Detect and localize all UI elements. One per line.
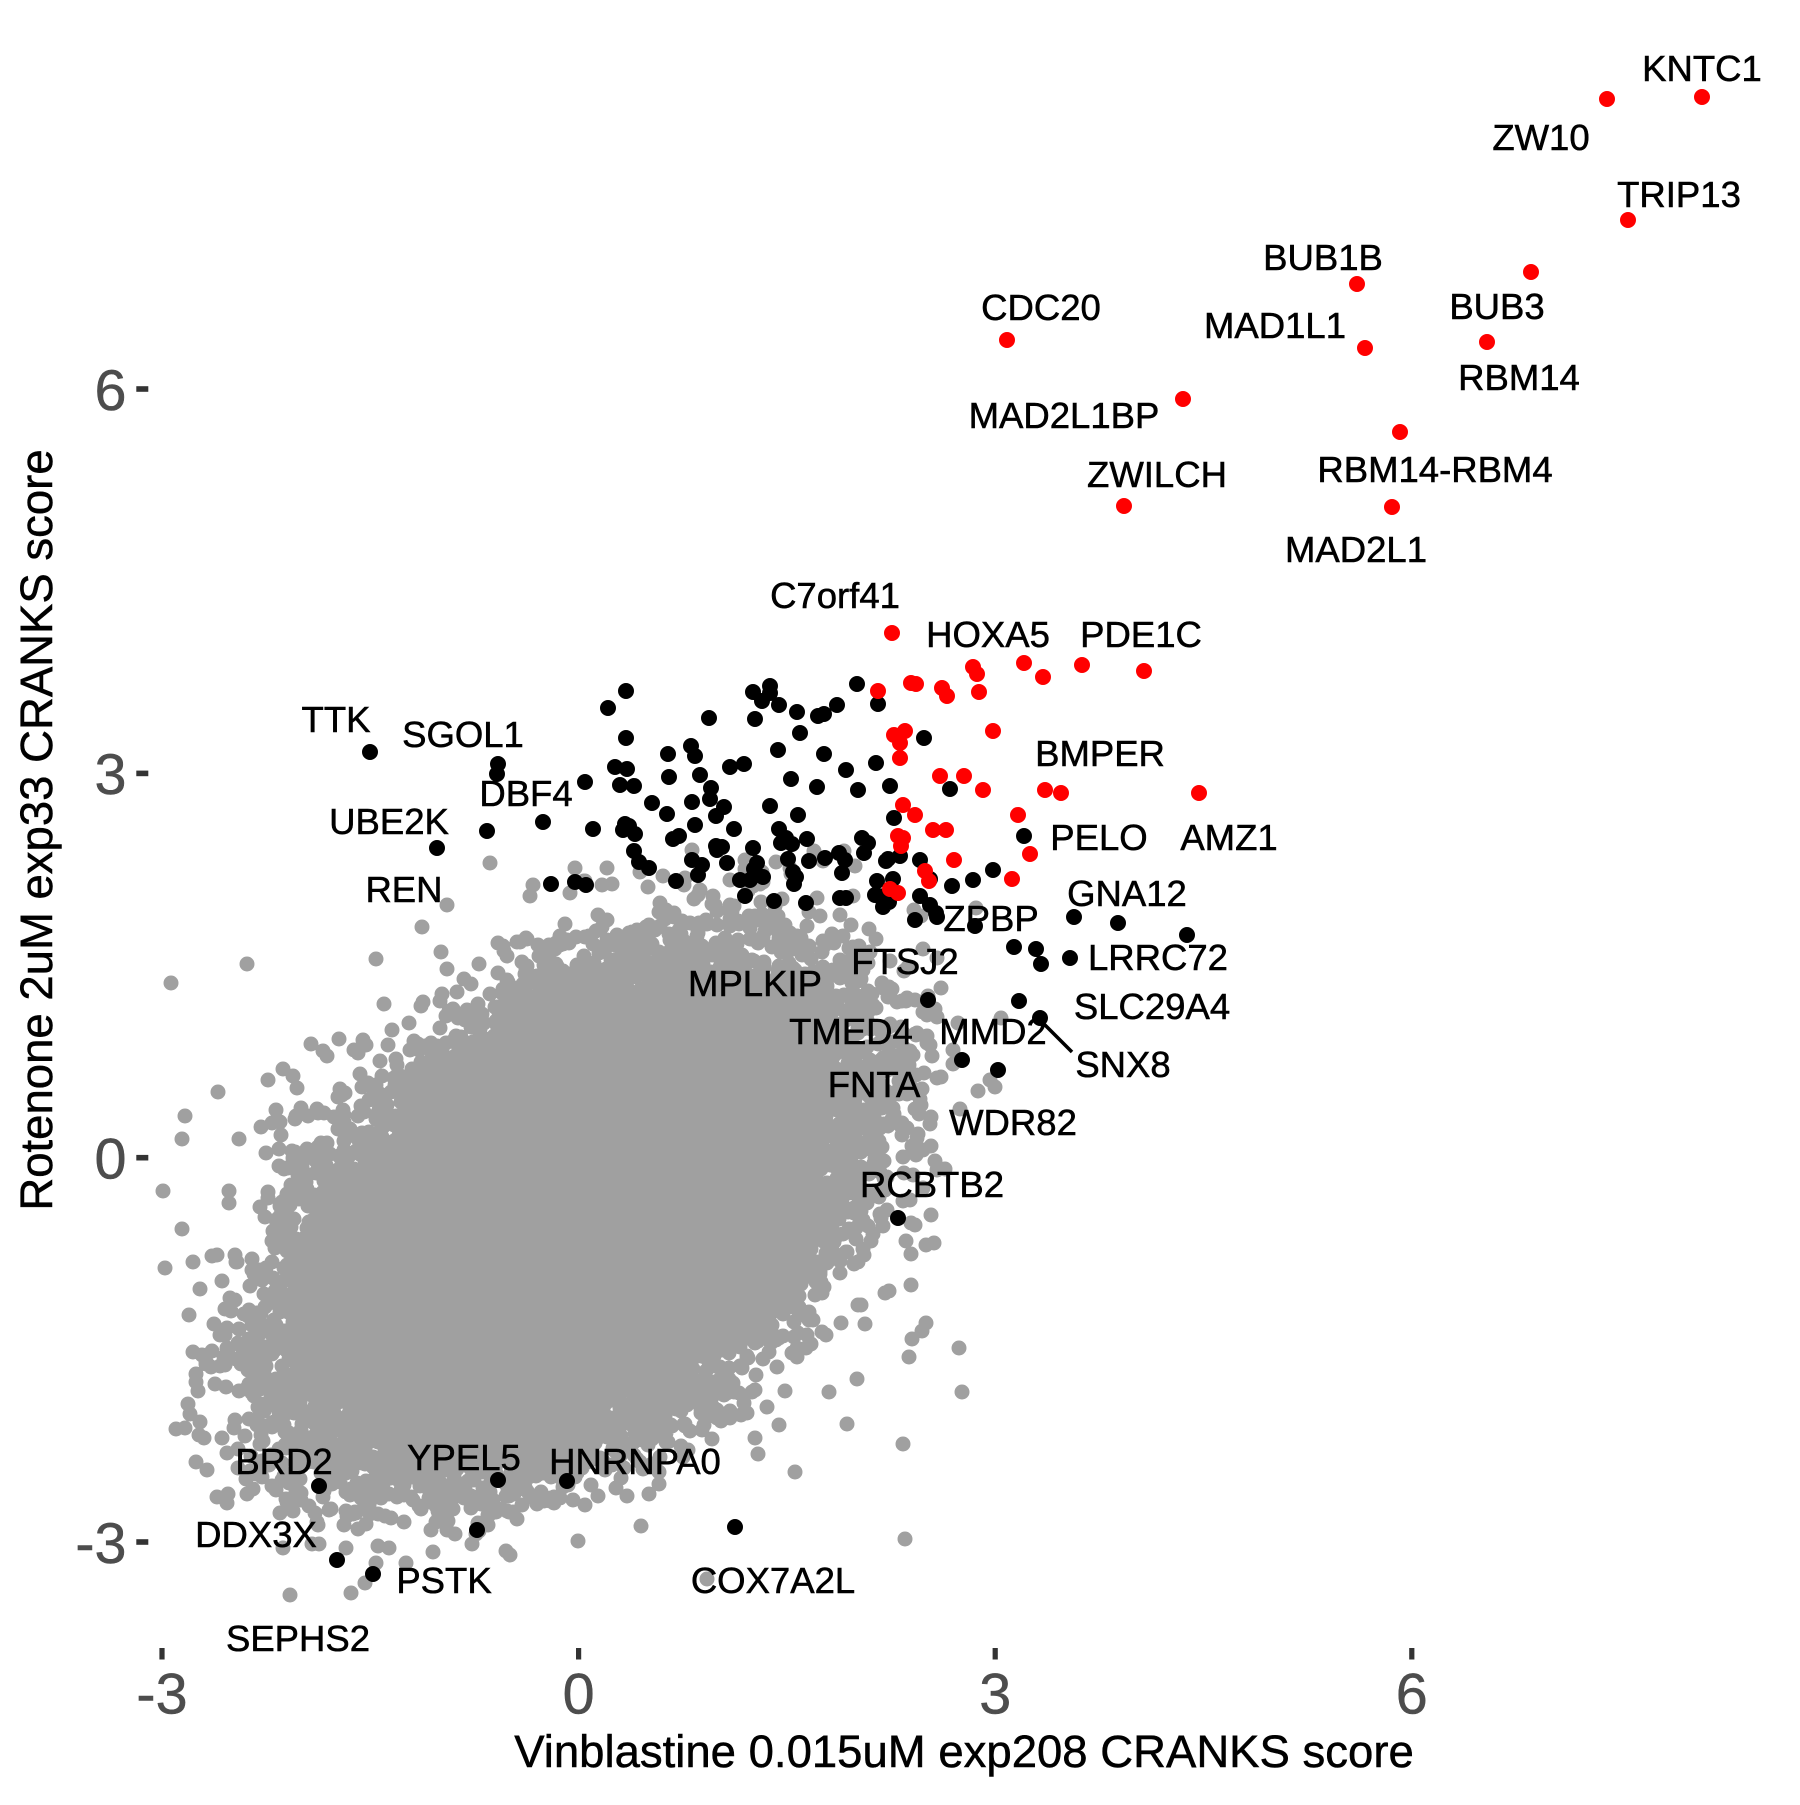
svg-text:TTK: TTK [302,699,371,740]
svg-text:WDR82: WDR82 [949,1102,1077,1143]
svg-text:PELO: PELO [1050,817,1147,858]
svg-text:MAD2L1: MAD2L1 [1285,529,1427,570]
svg-text:Rotenone 2uM exp33 CRANKS scor: Rotenone 2uM exp33 CRANKS score [11,449,62,1210]
svg-text:ZWILCH: ZWILCH [1087,454,1227,495]
svg-text:Vinblastine 0.015uM exp208 CRA: Vinblastine 0.015uM exp208 CRANKS score [514,1726,1414,1777]
svg-text:DDX3X: DDX3X [195,1514,317,1555]
svg-text:BMPER: BMPER [1035,733,1165,774]
svg-text:-3: -3 [75,1512,126,1576]
svg-text:MMD2: MMD2 [939,1011,1046,1052]
svg-text:SEPHS2: SEPHS2 [226,1618,370,1659]
svg-text:RBM14-RBM4: RBM14-RBM4 [1317,449,1552,490]
svg-text:C7orf41: C7orf41 [770,575,900,616]
svg-text:TMED4: TMED4 [789,1011,913,1052]
svg-text:-3: -3 [136,1663,187,1727]
svg-text:TRIP13: TRIP13 [1617,174,1741,215]
svg-text:HOXA5: HOXA5 [926,614,1050,655]
svg-text:LRRC72: LRRC72 [1088,937,1228,978]
svg-text:GNA12: GNA12 [1067,873,1187,914]
svg-text:RCBTB2: RCBTB2 [860,1164,1004,1205]
svg-text:0: 0 [95,1128,127,1192]
svg-text:SGOL1: SGOL1 [402,714,524,755]
svg-text:COX7A2L: COX7A2L [691,1560,855,1601]
svg-text:PDE1C: PDE1C [1080,614,1202,655]
svg-text:6: 6 [1396,1663,1428,1727]
svg-text:SLC29A4: SLC29A4 [1074,986,1230,1027]
svg-text:REN: REN [365,869,442,910]
svg-text:BUB3: BUB3 [1449,286,1544,327]
svg-text:YPEL5: YPEL5 [407,1437,521,1478]
svg-text:FNTA: FNTA [828,1064,921,1105]
svg-text:ZW10: ZW10 [1492,117,1589,158]
svg-text:HNRNPA0: HNRNPA0 [549,1441,721,1482]
svg-text:RBM14: RBM14 [1458,357,1580,398]
svg-text:PSTK: PSTK [396,1560,491,1601]
svg-text:BUB1B: BUB1B [1263,237,1383,278]
svg-text:6: 6 [95,359,127,423]
svg-text:MAD2L1BP: MAD2L1BP [969,395,1160,436]
svg-text:0: 0 [563,1663,595,1727]
svg-text:UBE2K: UBE2K [329,801,449,842]
svg-text:MAD1L1: MAD1L1 [1204,305,1346,346]
svg-text:SNX8: SNX8 [1075,1044,1170,1085]
svg-text:MPLKIP: MPLKIP [688,963,822,1004]
svg-text:DBF4: DBF4 [479,773,572,814]
svg-text:AMZ1: AMZ1 [1180,817,1277,858]
svg-text:3: 3 [95,743,127,807]
svg-text:FTSJ2: FTSJ2 [851,941,959,982]
svg-text:3: 3 [979,1663,1011,1727]
svg-text:ZPBP: ZPBP [943,898,1038,939]
svg-text:CDC20: CDC20 [981,287,1101,328]
svg-text:KNTC1: KNTC1 [1642,48,1762,89]
svg-text:BRD2: BRD2 [235,1441,332,1482]
